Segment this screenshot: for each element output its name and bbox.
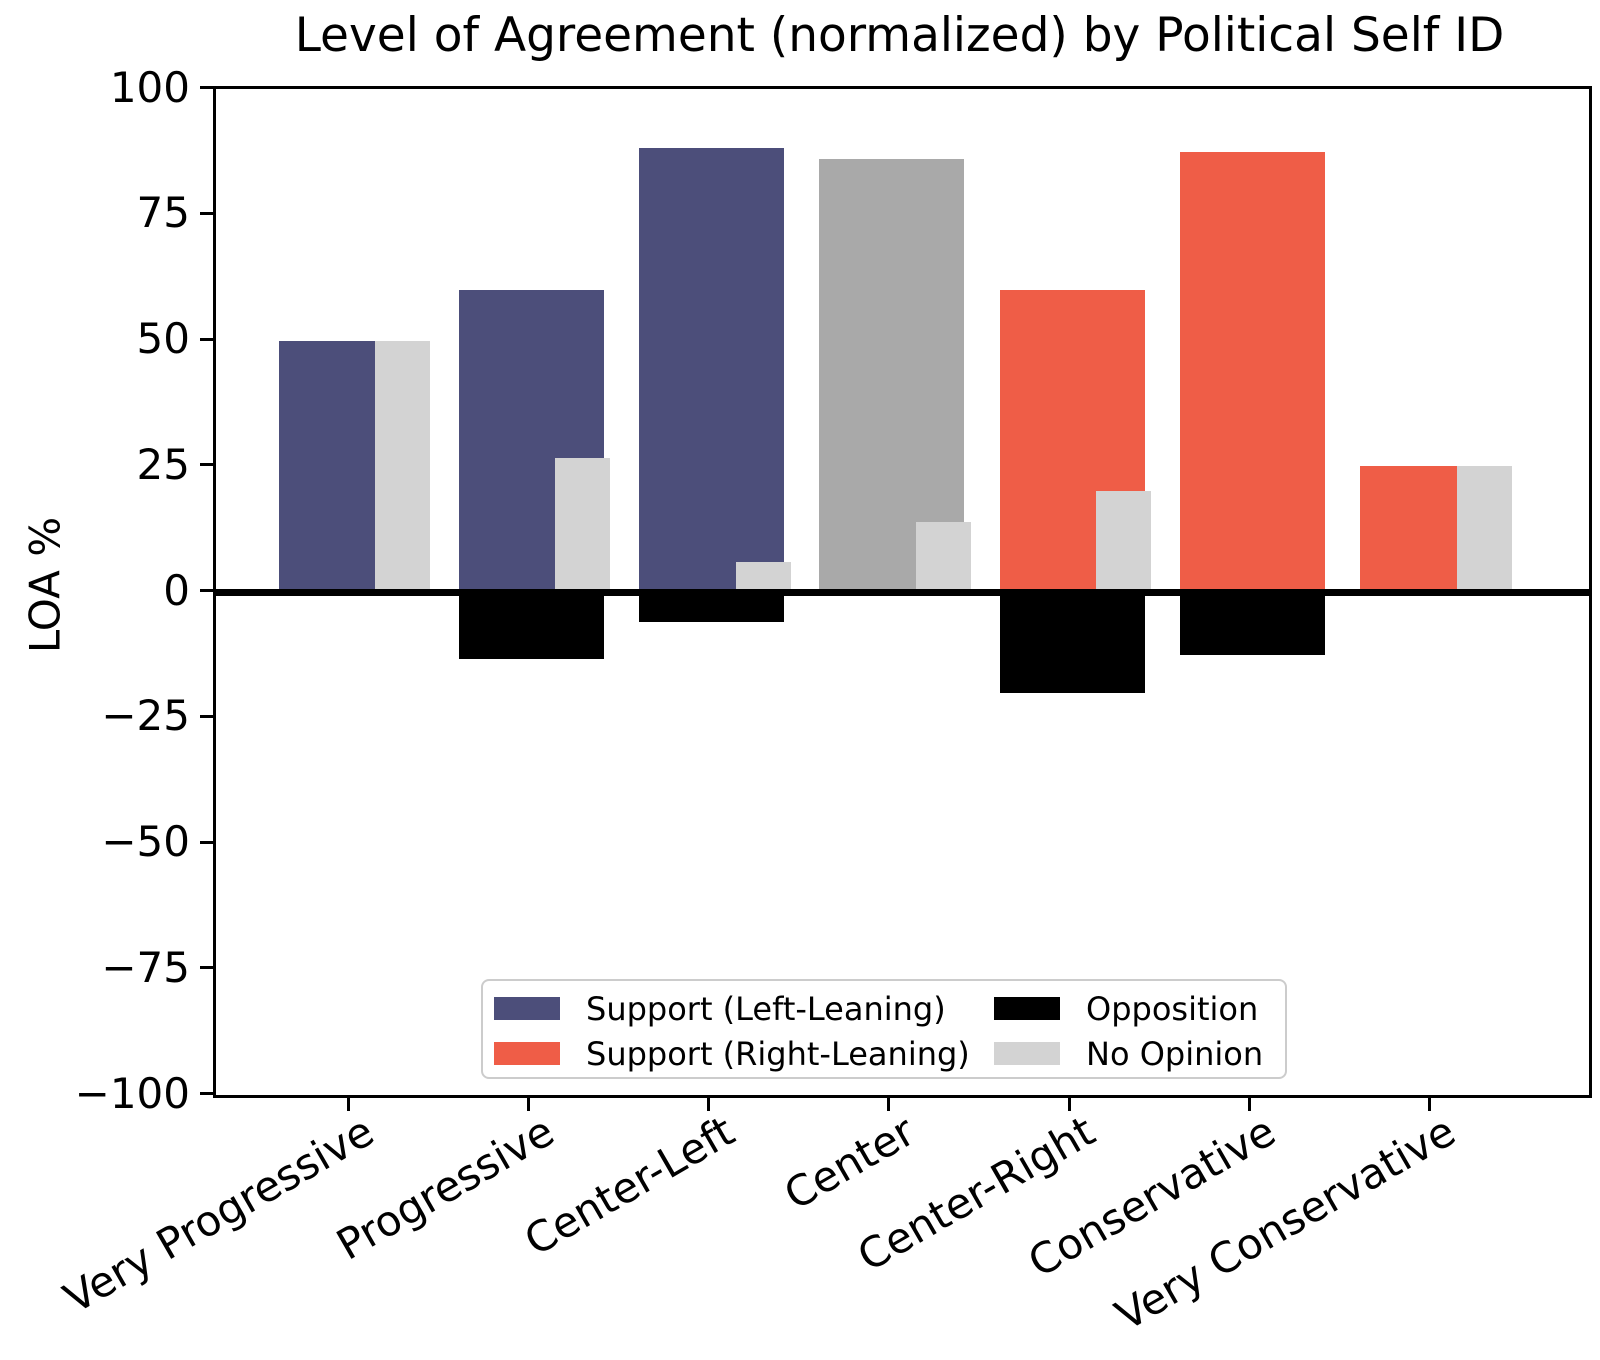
bar-support-center-left bbox=[639, 148, 785, 592]
legend-label: No Opinion bbox=[1086, 1035, 1264, 1073]
legend-entry-support-left: Support (Left-Leaning) bbox=[494, 989, 946, 1029]
bar-no-opinion-center-left bbox=[735, 562, 791, 592]
bar-no-opinion-very-conservative bbox=[1456, 466, 1512, 592]
x-tick-mark bbox=[346, 1098, 350, 1111]
bar-no-opinion-very-progressive bbox=[375, 340, 430, 592]
y-tick-label: −50 bbox=[101, 817, 190, 866]
bar-no-opinion-progressive bbox=[555, 457, 611, 592]
y-tick-mark bbox=[200, 211, 213, 215]
zero-line bbox=[216, 588, 1589, 596]
y-tick-label: 50 bbox=[136, 314, 190, 363]
y-tick-label: 75 bbox=[136, 188, 190, 238]
y-tick-label: −25 bbox=[101, 691, 190, 741]
y-tick-mark bbox=[200, 337, 213, 341]
y-tick-label: 25 bbox=[136, 439, 190, 489]
x-tick-label-center: Center bbox=[775, 1106, 923, 1220]
y-tick-mark bbox=[200, 966, 213, 970]
y-tick-label: 0 bbox=[163, 565, 190, 615]
x-tick-mark bbox=[526, 1098, 530, 1111]
x-tick-mark bbox=[1067, 1098, 1071, 1111]
y-tick-label: −75 bbox=[101, 942, 190, 992]
bar-opposition-center-right bbox=[999, 592, 1145, 693]
plot-area bbox=[213, 86, 1592, 1098]
y-tick-label: 100 bbox=[109, 62, 190, 112]
legend: Support (Left-Leaning) Support (Right-Le… bbox=[481, 979, 1287, 1079]
y-tick-mark bbox=[200, 840, 213, 844]
y-tick-mark bbox=[200, 463, 213, 467]
y-tick-label: −100 bbox=[74, 1068, 190, 1118]
legend-entry-opposition: Opposition bbox=[994, 989, 1274, 1029]
x-tick-mark bbox=[707, 1098, 711, 1111]
x-tick-mark bbox=[1248, 1098, 1252, 1111]
bar-no-opinion-center-right bbox=[1096, 491, 1152, 592]
legend-entry-support-right: Support (Right-Leaning) bbox=[494, 1034, 970, 1074]
legend-label: Support (Right-Leaning) bbox=[586, 1035, 970, 1073]
chart-title: Level of Agreement (normalized) by Polit… bbox=[294, 8, 1505, 63]
bar-opposition-center-left bbox=[639, 592, 785, 622]
legend-patch-opposition bbox=[994, 997, 1060, 1020]
x-tick-label-very-conservative: Very Conservative bbox=[1107, 1106, 1464, 1341]
bar-opposition-progressive bbox=[458, 592, 604, 659]
legend-patch-no-opinion bbox=[994, 1042, 1060, 1065]
y-tick-mark bbox=[200, 589, 213, 592]
legend-label: Opposition bbox=[1086, 990, 1259, 1028]
bar-opposition-conservative bbox=[1180, 592, 1326, 655]
legend-patch-support-left bbox=[494, 997, 560, 1020]
y-tick-mark bbox=[200, 86, 213, 89]
bar-no-opinion-center bbox=[915, 521, 971, 592]
legend-entry-no-opinion: No Opinion bbox=[994, 1034, 1274, 1074]
legend-label: Support (Left-Leaning) bbox=[586, 990, 946, 1028]
y-tick-mark bbox=[200, 1092, 213, 1095]
y-axis-label: LOA % bbox=[20, 516, 70, 654]
legend-patch-support-right bbox=[494, 1042, 560, 1065]
x-tick-mark bbox=[1428, 1098, 1432, 1111]
y-tick-mark bbox=[200, 714, 213, 718]
bar-support-conservative bbox=[1180, 151, 1326, 592]
bar-support-center bbox=[819, 159, 965, 592]
x-tick-mark bbox=[887, 1098, 891, 1111]
x-tick-label-very-progressive: Very Progressive bbox=[55, 1106, 382, 1323]
